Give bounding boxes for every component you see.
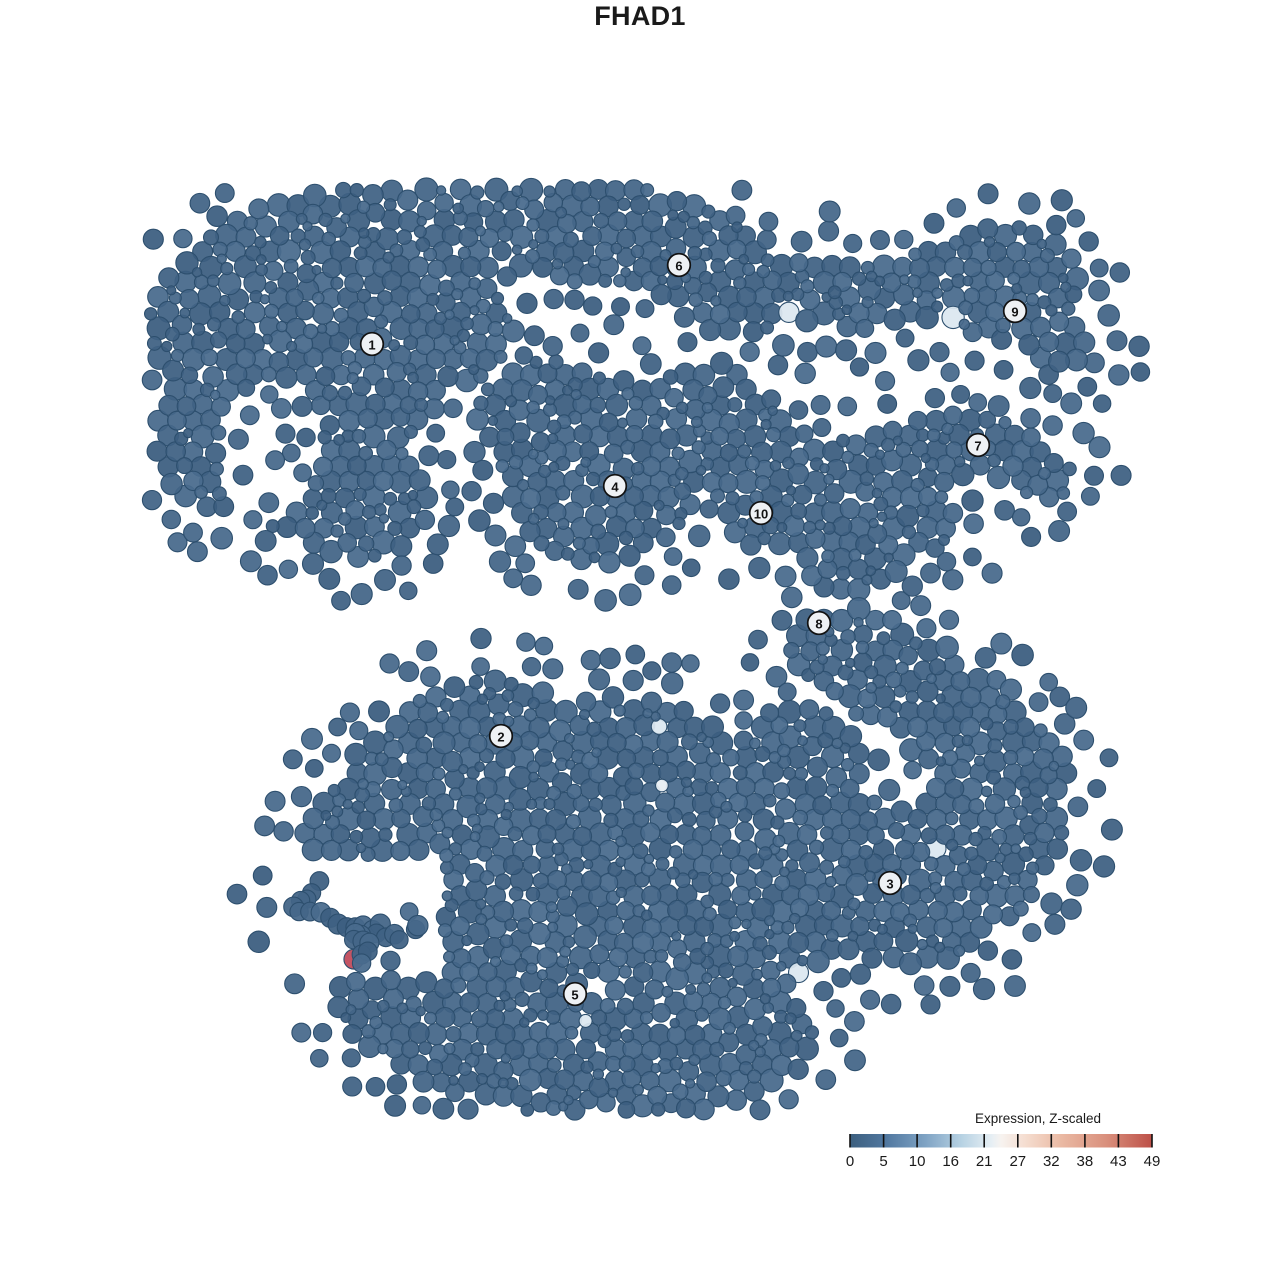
svg-text:27: 27 [1009,1153,1026,1170]
svg-text:Expression, Z-scaled: Expression, Z-scaled [975,1111,1101,1126]
svg-text:3: 3 [886,877,893,892]
svg-text:32: 32 [1043,1153,1060,1170]
svg-text:2: 2 [497,730,504,745]
svg-text:10: 10 [909,1153,926,1170]
svg-text:6: 6 [675,259,682,274]
svg-text:16: 16 [942,1153,959,1170]
svg-text:43: 43 [1110,1153,1127,1170]
svg-text:5: 5 [571,988,578,1003]
svg-text:5: 5 [879,1153,887,1170]
svg-text:38: 38 [1077,1153,1094,1170]
svg-text:10: 10 [754,507,768,522]
svg-text:21: 21 [976,1153,993,1170]
svg-text:4: 4 [611,480,619,495]
svg-text:9: 9 [1011,305,1018,320]
svg-text:8: 8 [815,617,822,632]
svg-text:1: 1 [368,338,375,353]
svg-text:49: 49 [1144,1153,1161,1170]
svg-text:7: 7 [974,439,981,454]
svg-text:0: 0 [846,1153,854,1170]
